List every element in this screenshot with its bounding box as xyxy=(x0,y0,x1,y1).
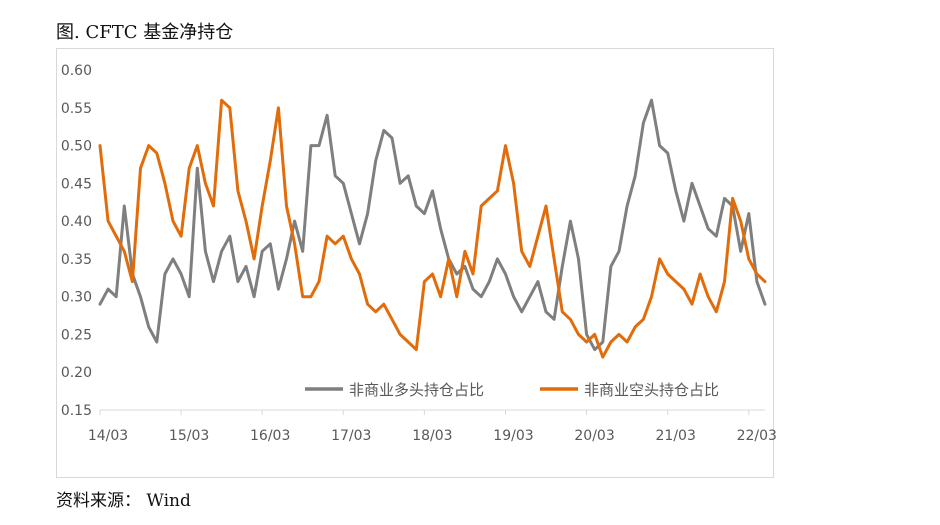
x-tick-label: 21/03 xyxy=(656,428,696,444)
source-note: 资料来源： Wind xyxy=(56,491,191,511)
x-tick-label: 18/03 xyxy=(412,428,452,444)
y-tick-label: 0.20 xyxy=(61,365,92,381)
series-layer xyxy=(98,98,767,359)
x-tick-label: 15/03 xyxy=(169,428,209,444)
chart-frame xyxy=(56,48,774,478)
x-tick-label: 19/03 xyxy=(493,428,533,444)
y-tick-label: 0.55 xyxy=(61,101,92,117)
legend-label-1: 非商业多头持仓占比 xyxy=(349,381,484,399)
y-tick-label: 0.35 xyxy=(61,252,92,268)
x-tick-label: 16/03 xyxy=(250,428,290,444)
axes: 0.15 0.20 0.25 0.30 0.35 0.40 0.45 0.50 0.55 0.60… xyxy=(61,63,777,444)
y-tick-label: 0.45 xyxy=(61,176,92,192)
x-tick-label: 14/03 xyxy=(88,428,128,444)
series-line-2 xyxy=(98,98,767,359)
y-tick-label: 0.25 xyxy=(61,327,92,343)
y-tick-label: 0.30 xyxy=(61,290,92,306)
y-tick-label: 0.50 xyxy=(61,139,92,155)
x-tick-label: 17/03 xyxy=(331,428,371,444)
y-tick-label: 0.40 xyxy=(61,214,92,230)
x-tick-label: 22/03 xyxy=(737,428,777,444)
y-tick-label: 0.60 xyxy=(61,63,92,79)
chart-title: 图. CFTC 基金净持仓 xyxy=(56,22,234,43)
x-tick-label: 20/03 xyxy=(574,428,614,444)
series-line-1 xyxy=(98,98,767,352)
y-tick-label: 0.15 xyxy=(61,403,92,419)
legend: 非商业多头持仓占比 非商业空头持仓占比 xyxy=(305,381,719,399)
legend-label-2: 非商业空头持仓占比 xyxy=(584,381,719,399)
